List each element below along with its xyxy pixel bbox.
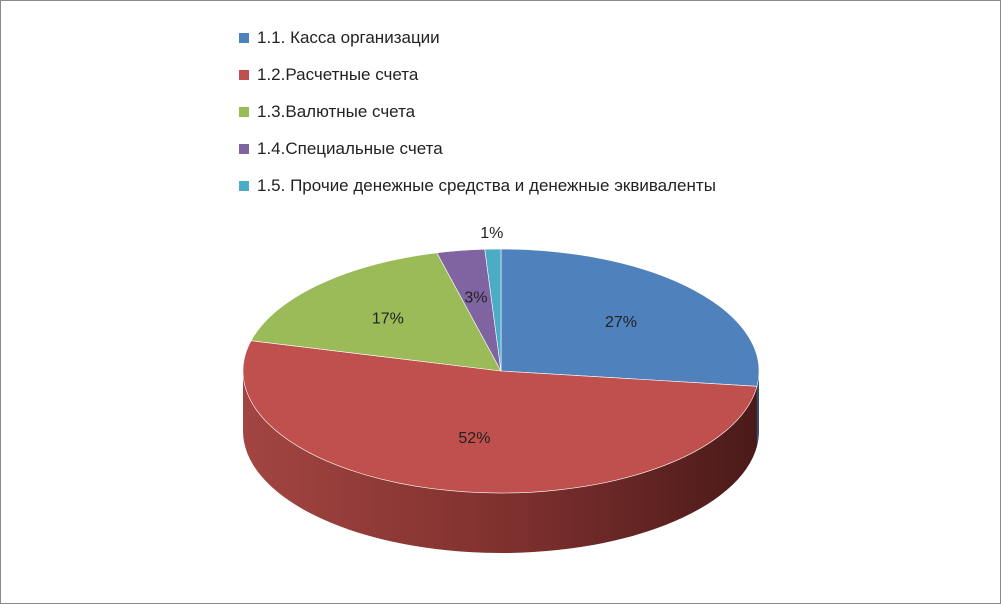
legend-label: 1.3.Валютные счета [257, 101, 416, 121]
legend-label: 1.5. Прочие денежные средства и денежные… [257, 175, 716, 195]
pie-sides [243, 371, 759, 553]
legend-swatch [239, 106, 249, 117]
legend-swatch [239, 32, 249, 43]
legend-item-raschetnye: 1.2.Расчетные счета [239, 56, 716, 93]
data-labels: 27% 52% 17% 3% 1% [372, 225, 637, 447]
data-label-specialnye: 3% [464, 289, 487, 306]
pie-slice-valyutnye [250, 252, 502, 372]
legend-label: 1.2.Расчетные счета [257, 64, 419, 84]
legend-label: 1.1. Касса организации [257, 27, 440, 47]
pie-slice-raschetnye [242, 340, 758, 494]
legend-swatch [239, 180, 249, 191]
legend-swatch [239, 143, 249, 154]
data-label-raschetnye: 52% [458, 430, 490, 447]
legend-item-kassa: 1.1. Касса организации [239, 19, 716, 56]
pie-slices [242, 248, 760, 494]
pie-slice-prochie [484, 248, 502, 372]
legend-item-valyutnye: 1.3.Валютные счета [239, 93, 716, 130]
legend-swatch [239, 69, 249, 80]
legend-item-prochie: 1.5. Прочие денежные средства и денежные… [239, 167, 716, 204]
legend-label: 1.4.Специальные счета [257, 138, 443, 158]
pie-side-raschetnye [243, 371, 757, 553]
data-label-kassa: 27% [605, 314, 637, 331]
legend: 1.1. Касса организации 1.2.Расчетные сче… [239, 19, 716, 204]
data-label-prochie: 1% [480, 225, 503, 242]
legend-item-specialnye: 1.4.Специальные счета [239, 130, 716, 167]
pie-side-kassa [756, 371, 759, 447]
pie-slice-kassa [500, 248, 760, 387]
data-label-valyutnye: 17% [372, 311, 404, 328]
